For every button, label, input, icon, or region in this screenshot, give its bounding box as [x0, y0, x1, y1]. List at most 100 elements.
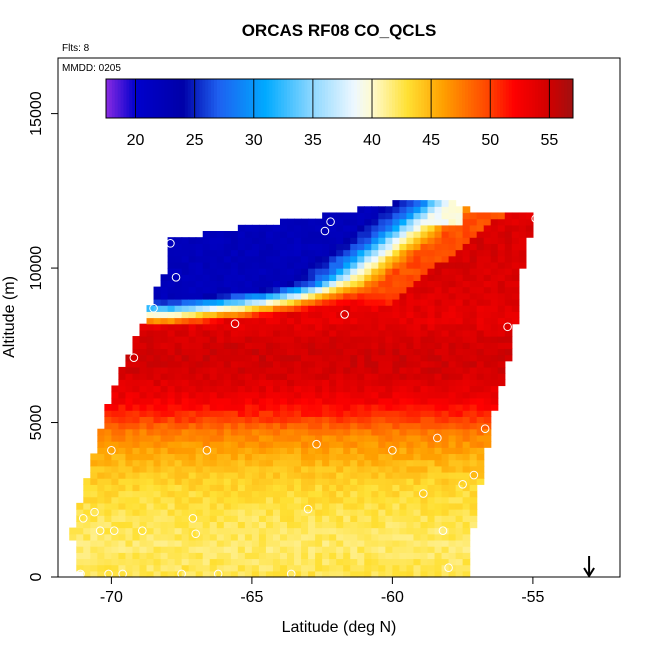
heat-cell	[188, 459, 197, 467]
heat-cell	[251, 570, 260, 578]
heat-cell	[322, 478, 330, 485]
heat-cell	[308, 342, 316, 349]
heat-cell	[441, 521, 450, 529]
heat-cell	[322, 379, 330, 387]
sample-point	[213, 569, 223, 579]
heat-cell	[223, 373, 232, 380]
heat-cell	[399, 231, 408, 238]
heat-cell	[265, 496, 274, 504]
heat-cell	[237, 274, 246, 282]
heat-cell	[315, 496, 323, 504]
heat-cell	[378, 224, 386, 232]
heat-cell	[462, 397, 471, 405]
heat-cell	[265, 249, 274, 257]
heat-cell	[279, 434, 288, 442]
heat-cell	[83, 558, 91, 566]
heat-cell	[364, 558, 372, 566]
heat-cell	[223, 255, 232, 263]
heat-cell	[329, 237, 337, 244]
heat-cell	[413, 366, 422, 374]
heat-cell	[399, 366, 408, 374]
heat-cell	[357, 336, 365, 343]
heat-cell	[153, 323, 162, 331]
heat-cell	[385, 305, 393, 312]
heat-cell	[90, 459, 98, 467]
heat-cell	[83, 478, 91, 485]
heat-cell	[357, 366, 365, 374]
heat-cell	[139, 404, 148, 411]
heat-cell	[448, 459, 457, 467]
heat-cell	[209, 490, 218, 498]
heat-cell	[336, 552, 344, 560]
heat-cell	[469, 471, 478, 479]
sample-point	[433, 433, 442, 443]
heat-cell	[504, 354, 513, 362]
heat-cell	[251, 546, 260, 553]
heat-cell	[216, 261, 225, 269]
heat-cell	[294, 478, 302, 485]
heat-cell	[125, 447, 134, 455]
sample-point	[438, 526, 448, 535]
heat-cell	[160, 453, 169, 461]
heat-cell	[336, 261, 344, 269]
heat-cell	[329, 255, 337, 263]
heat-cell	[350, 410, 358, 417]
heat-cell	[146, 422, 155, 430]
heat-cell	[497, 268, 506, 275]
heat-cell	[441, 342, 450, 349]
heat-cell	[385, 298, 393, 306]
colorbar: 20 25 30 35 40 45 50 55	[105, 78, 574, 149]
heat-cell	[153, 404, 162, 411]
heat-cell	[469, 274, 478, 282]
heat-cell	[434, 286, 443, 294]
heat-cell	[350, 527, 358, 535]
heat-cell	[251, 527, 260, 535]
heat-cell	[279, 515, 288, 522]
heat-cell	[371, 385, 379, 393]
colorbar-segment	[117, 79, 122, 118]
heat-cell	[385, 397, 393, 405]
heat-cell	[336, 224, 344, 232]
heat-cell	[258, 268, 267, 275]
heat-cell	[420, 280, 429, 288]
heat-cell	[188, 471, 197, 479]
heat-cell	[462, 434, 471, 442]
heat-cell	[181, 546, 190, 553]
heat-cell	[357, 527, 365, 535]
heat-cell	[174, 261, 183, 269]
x-axis: -70 -65 -60 -55	[100, 577, 545, 606]
heat-cell	[174, 422, 183, 430]
heat-cell	[111, 496, 120, 504]
heat-cell	[97, 447, 105, 455]
heat-cell	[315, 434, 323, 442]
heat-cell	[216, 323, 225, 331]
colorbar-segment	[106, 79, 110, 118]
heat-cell	[364, 496, 372, 504]
heat-cell	[490, 224, 499, 232]
heat-cell	[279, 237, 288, 244]
heat-cell	[490, 348, 499, 356]
heat-cell	[490, 397, 499, 405]
heat-cell	[441, 298, 450, 306]
heat-cell	[258, 521, 267, 529]
heat-cell	[153, 552, 162, 560]
heat-cell	[301, 286, 309, 294]
heat-cell	[216, 410, 225, 417]
heat-cell	[343, 570, 351, 578]
heat-cell	[399, 422, 408, 430]
heat-cell	[160, 447, 169, 455]
heat-cell	[111, 428, 120, 436]
heat-cell	[244, 385, 253, 393]
heat-cell	[504, 280, 513, 288]
heat-cell	[427, 354, 436, 362]
heat-cell	[237, 428, 246, 436]
heat-cell	[111, 416, 120, 424]
colorbar-segment	[222, 79, 227, 118]
heat-cell	[160, 280, 169, 288]
heat-cell	[392, 292, 401, 300]
heat-cell	[104, 441, 112, 448]
heat-cell	[251, 268, 260, 275]
heat-cell	[385, 527, 393, 535]
heat-cell	[272, 354, 281, 362]
heat-cell	[392, 212, 401, 220]
